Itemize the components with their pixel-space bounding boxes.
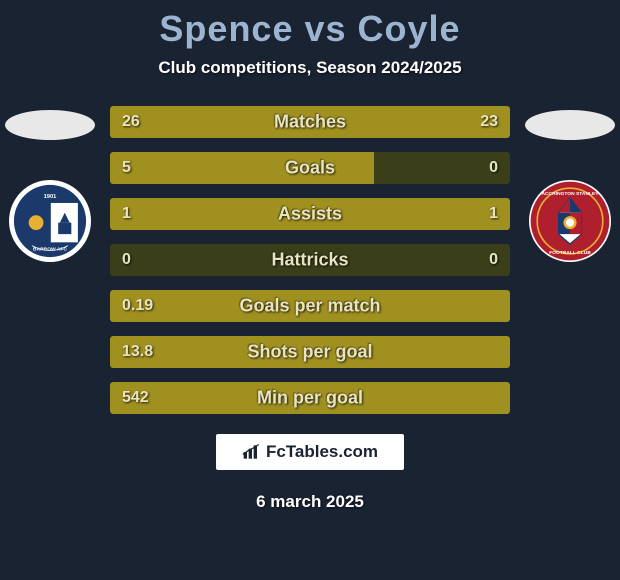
page-title: Spence vs Coyle [159,8,460,50]
left-team-badge: 1901 BARROW AFC [9,180,91,262]
stat-value-right: 0 [489,159,498,177]
stat-value-left: 1 [122,205,131,223]
stat-label: Min per goal [257,388,363,409]
stat-value-left: 0 [122,251,131,269]
comparison-card: Spence vs Coyle Club competitions, Seaso… [0,0,620,580]
bar-chart-icon [242,443,262,461]
right-player-placeholder [525,110,615,140]
stat-label: Shots per goal [247,342,372,363]
accrington-badge-icon: ACCRINGTON STANLEY FOOTBALL CLUB [529,180,611,262]
date-text: 6 march 2025 [256,492,364,512]
stat-value-right: 0 [489,251,498,269]
stat-row: Goals 5 0 [110,152,510,184]
fctables-logo[interactable]: FcTables.com [216,434,404,470]
stat-row: Assists 1 1 [110,198,510,230]
stat-label: Hattricks [271,250,348,271]
stat-row: Min per goal 542 [110,382,510,414]
stat-label: Assists [278,204,342,225]
stat-label: Goals per match [239,296,380,317]
stat-row: Hattricks 0 0 [110,244,510,276]
stat-value-left: 542 [122,389,149,407]
svg-text:1901: 1901 [44,194,58,200]
svg-text:FOOTBALL CLUB: FOOTBALL CLUB [549,250,591,256]
left-player-placeholder [5,110,95,140]
svg-text:ACCRINGTON STANLEY: ACCRINGTON STANLEY [541,191,599,197]
stat-value-left: 26 [122,113,140,131]
stat-value-left: 0.19 [122,297,153,315]
stat-label: Goals [285,158,335,179]
stat-value-left: 5 [122,159,131,177]
stat-value-right: 1 [489,205,498,223]
logo-text: FcTables.com [266,442,378,462]
main-area: 1901 BARROW AFC Matches 26 23 Goals 5 0 Assist… [0,106,620,414]
subtitle: Club competitions, Season 2024/2025 [158,58,461,78]
stats-column: Matches2623Goals50Assists11Hattricks00Go… [110,106,510,414]
right-team-badge: ACCRINGTON STANLEY FOOTBALL CLUB [529,180,611,262]
svg-text:BARROW AFC: BARROW AFC [33,247,67,253]
stat-row: Goals per match 0.19 [110,290,510,322]
stat-row: Matches 26 23 [110,106,510,138]
right-player-column: ACCRINGTON STANLEY FOOTBALL CLUB [520,106,620,262]
stat-value-right: 23 [480,113,498,131]
stat-label: Matches [274,112,346,133]
stat-value-left: 13.8 [122,343,153,361]
left-player-column: 1901 BARROW AFC [0,106,100,262]
stat-row: Shots per goal 13.8 [110,336,510,368]
barrow-badge-icon: 1901 BARROW AFC [9,180,91,262]
